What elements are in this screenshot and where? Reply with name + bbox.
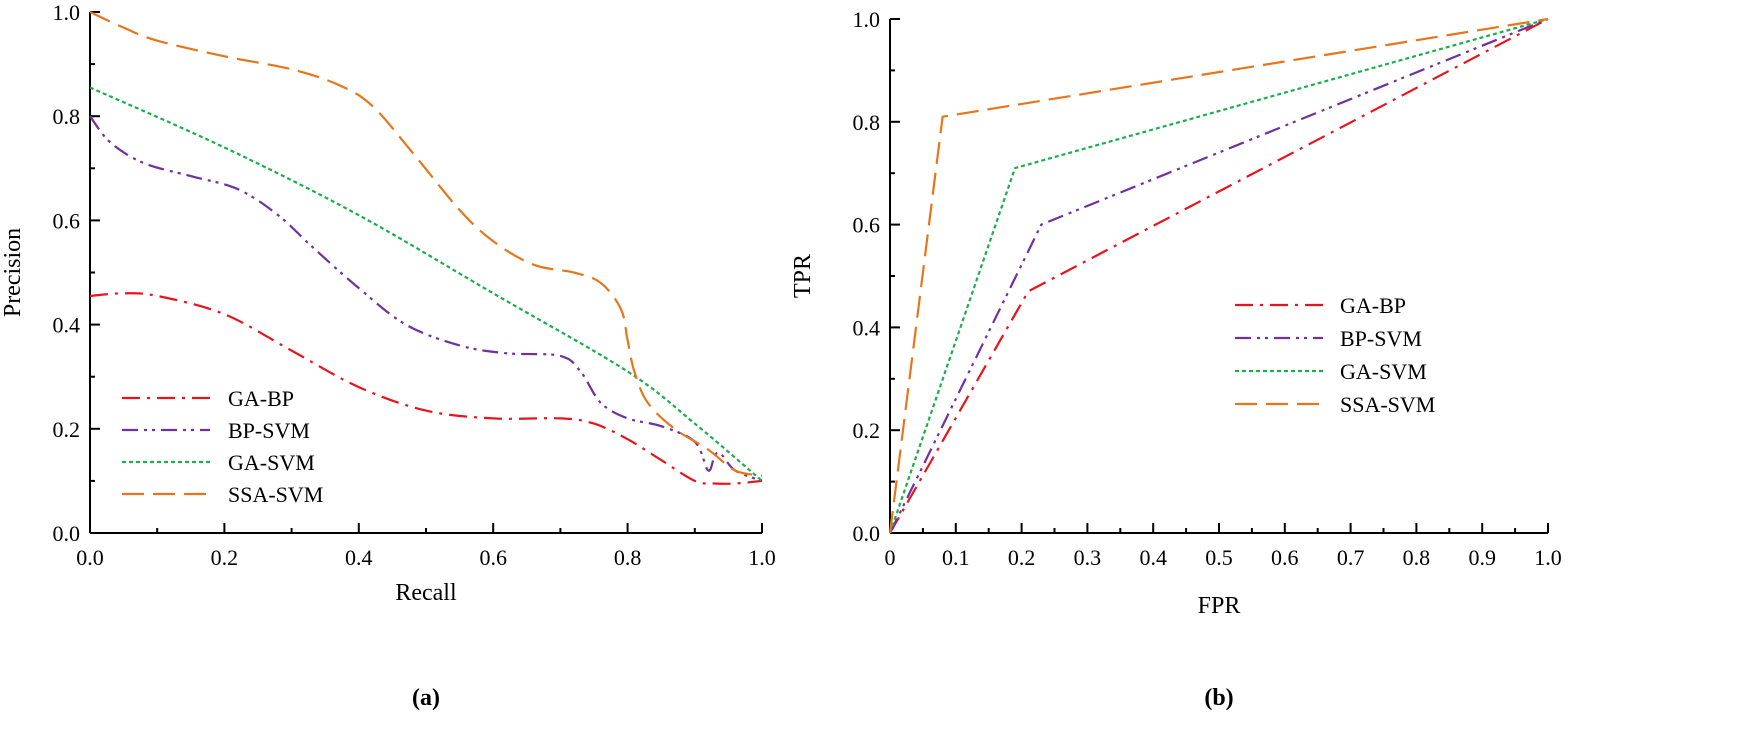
legend-label-ga-svm: GA-SVM bbox=[228, 450, 315, 475]
y-tick-label: 0.6 bbox=[53, 208, 81, 233]
x-tick-label: 0.8 bbox=[1403, 545, 1431, 570]
x-tick-label: 0.0 bbox=[76, 545, 104, 570]
y-tick-label: 0.6 bbox=[853, 213, 881, 238]
series-line-ga-bp-b bbox=[889, 18, 1549, 534]
y-tick-label: 0.2 bbox=[853, 418, 881, 443]
series-line-ssa-svm-a bbox=[89, 11, 763, 477]
x-tick-label: 1.0 bbox=[748, 545, 776, 570]
panel-label-b: (b) bbox=[1204, 685, 1233, 711]
y-tick-label: 0.8 bbox=[53, 104, 81, 129]
panel-label-a: (a) bbox=[412, 685, 440, 711]
legend-label-ga-bp: GA-BP bbox=[1340, 293, 1406, 318]
legend-label-bp-svm: BP-SVM bbox=[228, 418, 310, 443]
x-tick-label: 0.6 bbox=[479, 545, 507, 570]
series-line-ssa-svm-b bbox=[888, 17, 1549, 534]
legend-label-ga-bp: GA-BP bbox=[228, 386, 294, 411]
x-tick-label: 0 bbox=[885, 545, 896, 570]
series-line-ga-svm-b bbox=[888, 17, 1549, 534]
y-tick-label: 0.0 bbox=[53, 521, 81, 546]
x-tick-label: 0.2 bbox=[1008, 545, 1036, 570]
series-line-bp-svm-a bbox=[89, 115, 763, 482]
x-axis-title-b: FPR bbox=[1198, 593, 1241, 619]
y-tick-label: 0.4 bbox=[853, 315, 881, 340]
legend-label-ssa-svm: SSA-SVM bbox=[228, 482, 323, 507]
panel-a-precision-recall: 0.0 0.2 0.4 0.6 0.8 1.0 0.0 0.2 0.4 0.6 0.8 1.0 Reca… bbox=[0, 0, 776, 711]
series-line-ga-bp-a bbox=[89, 292, 763, 485]
y-tick-label: 0.0 bbox=[853, 521, 881, 546]
legend-label-bp-svm: BP-SVM bbox=[1340, 326, 1422, 351]
y-tick-label: 1.0 bbox=[53, 0, 81, 25]
y-tick-label: 0.8 bbox=[853, 110, 881, 135]
x-tick-label: 0.9 bbox=[1468, 545, 1496, 570]
x-tick-label: 0.4 bbox=[345, 545, 373, 570]
x-tick-label: 0.4 bbox=[1139, 545, 1167, 570]
panel-b-roc: 0 0.1 0.2 0.3 0.4 0.5 0.6 0.7 0.8 0.9 1.0 0.0 0.2 0.4… bbox=[790, 7, 1562, 711]
x-tick-label: 0.1 bbox=[942, 545, 970, 570]
x-tick-label: 0.7 bbox=[1337, 545, 1365, 570]
series-line-ga-svm-a bbox=[89, 86, 763, 482]
x-tick-label: 0.3 bbox=[1074, 545, 1102, 570]
x-tick-label: 0.5 bbox=[1205, 545, 1233, 570]
legend-label-ssa-svm: SSA-SVM bbox=[1340, 392, 1435, 417]
legend-label-ga-svm: GA-SVM bbox=[1340, 359, 1427, 384]
x-tick-label: 0.8 bbox=[614, 545, 642, 570]
x-tick-label: 0.6 bbox=[1271, 545, 1299, 570]
series-line-bp-svm-b bbox=[889, 17, 1549, 534]
y-tick-label: 0.4 bbox=[53, 313, 81, 338]
y-tick-label: 0.2 bbox=[53, 417, 81, 442]
x-axis-title-a: Recall bbox=[395, 580, 457, 606]
x-tick-label: 0.2 bbox=[211, 545, 239, 570]
y-tick-label: 1.0 bbox=[853, 7, 881, 32]
y-axis-title-b: TPR bbox=[790, 254, 816, 298]
x-tick-label: 1.0 bbox=[1534, 545, 1562, 570]
y-axis-title-a: Precision bbox=[0, 228, 26, 317]
